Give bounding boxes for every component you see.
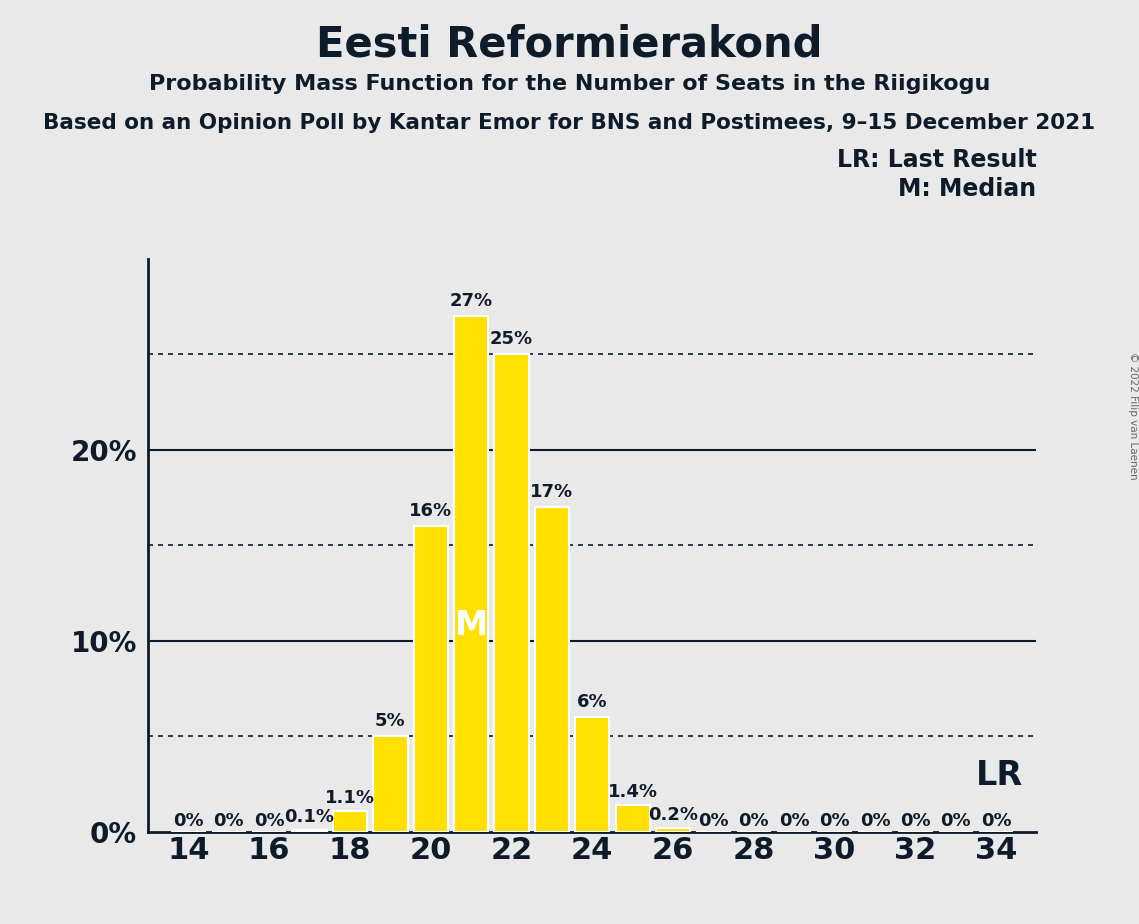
Text: 0%: 0%	[173, 812, 204, 830]
Text: 0%: 0%	[981, 812, 1011, 830]
Text: © 2022 Filip van Laenen: © 2022 Filip van Laenen	[1129, 352, 1138, 480]
Text: 0%: 0%	[900, 812, 931, 830]
Bar	[656, 828, 690, 832]
Text: 0.2%: 0.2%	[648, 806, 698, 824]
Text: 16%: 16%	[409, 503, 452, 520]
Text: M: M	[454, 609, 487, 642]
Bar	[454, 316, 489, 832]
Text: Based on an Opinion Poll by Kantar Emor for BNS and Postimees, 9–15 December 202: Based on an Opinion Poll by Kantar Emor …	[43, 113, 1096, 133]
Bar	[333, 810, 367, 832]
Bar	[615, 805, 650, 832]
Text: 0%: 0%	[860, 812, 891, 830]
Text: LR: Last Result: LR: Last Result	[837, 148, 1036, 172]
Bar	[293, 830, 327, 832]
Text: 0%: 0%	[698, 812, 729, 830]
Text: 0.1%: 0.1%	[285, 808, 335, 826]
Text: M: Median: M: Median	[899, 177, 1036, 201]
Text: Eesti Reformierakond: Eesti Reformierakond	[317, 23, 822, 65]
Text: 0%: 0%	[738, 812, 769, 830]
Text: 25%: 25%	[490, 331, 533, 348]
Text: 0%: 0%	[819, 812, 850, 830]
Text: 27%: 27%	[450, 292, 493, 310]
Text: Probability Mass Function for the Number of Seats in the Riigikogu: Probability Mass Function for the Number…	[149, 74, 990, 94]
Bar	[534, 507, 570, 832]
Bar	[575, 717, 609, 832]
Text: 0%: 0%	[941, 812, 972, 830]
Bar	[413, 526, 448, 832]
Text: 17%: 17%	[531, 483, 573, 501]
Text: 0%: 0%	[254, 812, 285, 830]
Text: 1.1%: 1.1%	[325, 789, 375, 807]
Text: 0%: 0%	[213, 812, 244, 830]
Text: 1.4%: 1.4%	[608, 783, 657, 801]
Text: 5%: 5%	[375, 712, 405, 730]
Text: 0%: 0%	[779, 812, 810, 830]
Text: 6%: 6%	[577, 693, 607, 711]
Text: LR: LR	[976, 759, 1023, 792]
Bar	[374, 736, 408, 832]
Bar	[494, 354, 528, 832]
